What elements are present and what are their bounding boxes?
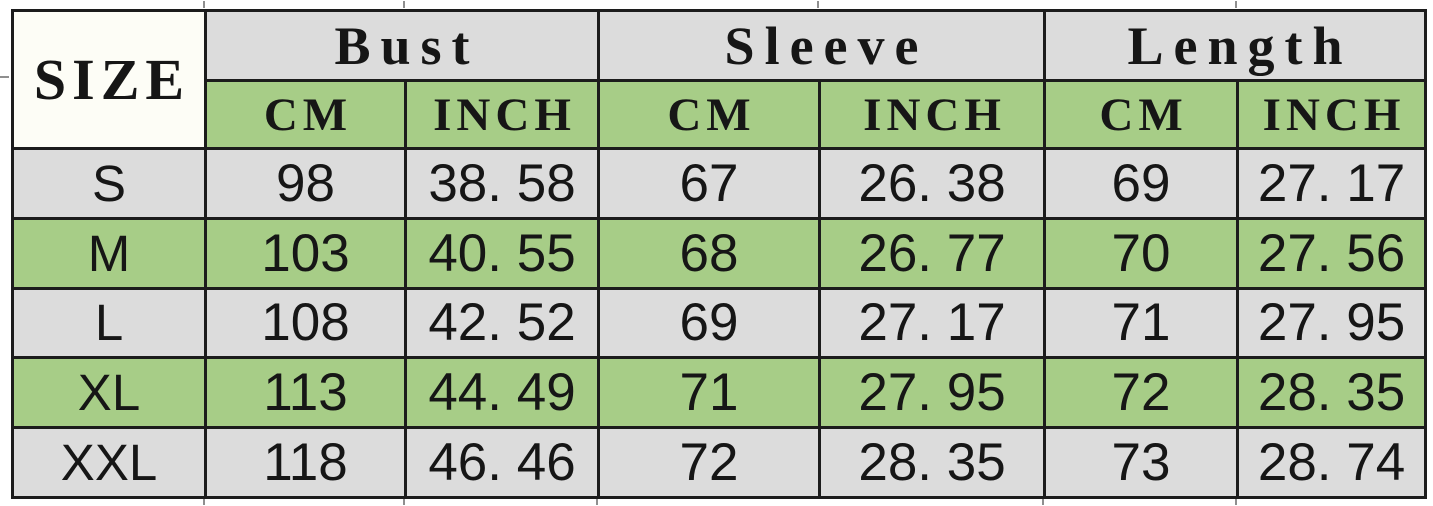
table-row: M 103 40. 55 68 26. 77 70 27. 56 [11,216,1428,290]
value-cell: 68 [597,216,822,290]
value-cell: 42. 52 [403,286,601,360]
size-cell: L [11,286,207,360]
group-header-row: SIZE Bust Sleeve Length [11,9,1428,150]
gridline-remnant [403,1,405,8]
value-cell: 46. 46 [403,426,601,499]
size-cell: M [11,216,207,290]
value-cell: 103 [204,216,407,290]
value-cell: 108 [204,286,407,360]
gridline-remnant [817,1,819,8]
table-row: S 98 38. 58 67 26. 38 69 27. 17 [11,147,1428,220]
size-table: SIZE Bust Sleeve Length CM INCH CM INCH … [11,9,1428,499]
value-cell: 26. 77 [818,216,1047,290]
value-cell: 28. 74 [1236,426,1428,499]
size-header-cell: SIZE [11,9,207,150]
gridline-remnant [203,498,205,505]
gridline-remnant [1235,1,1237,8]
value-cell: 38. 58 [403,147,601,220]
table-row: L 108 42. 52 69 27. 17 71 27. 95 [11,286,1428,360]
unit-header-row: CM INCH CM INCH CM INCH [13,79,1428,150]
value-cell: 73 [1043,426,1240,499]
gridline-remnant [1042,498,1044,505]
value-cell: 67 [597,147,822,220]
value-cell: 44. 49 [403,356,601,430]
gridline-remnant [403,498,405,505]
table-row: XL 113 44. 49 71 27. 95 72 28. 35 [11,356,1428,430]
size-cell: XXL [11,426,207,499]
gridline-remnant [0,76,9,78]
value-cell: 26. 38 [818,147,1047,220]
value-cell: 27. 56 [1236,216,1428,290]
group-header-length: Length [1043,9,1428,82]
value-cell: 27. 17 [818,286,1047,360]
unit-header-bust-cm: CM [204,79,407,150]
value-cell: 69 [597,286,822,360]
value-cell: 70 [1043,216,1240,290]
value-cell: 118 [204,426,407,499]
unit-header-length-inch: INCH [1236,79,1428,150]
size-cell: S [11,147,207,220]
value-cell: 27. 95 [1236,286,1428,360]
gridline-remnant [596,498,598,505]
value-cell: 28. 35 [818,426,1047,499]
value-cell: 27. 95 [818,356,1047,430]
value-cell: 40. 55 [403,216,601,290]
value-cell: 72 [597,426,822,499]
value-cell: 28. 35 [1236,356,1428,430]
gridline-remnant [1235,498,1237,505]
unit-header-length-cm: CM [1043,79,1240,150]
group-header-sleeve: Sleeve [597,9,1047,82]
unit-header-bust-inch: INCH [403,79,601,150]
value-cell: 113 [204,356,407,430]
table-row: XXL 118 46. 46 72 28. 35 73 28. 74 [11,426,1428,499]
gridline-remnant [203,1,205,8]
value-cell: 69 [1043,147,1240,220]
size-table-body: S 98 38. 58 67 26. 38 69 27. 17 M 103 40. 55 68… [11,147,1428,499]
value-cell: 72 [1043,356,1240,430]
value-cell: 71 [597,356,822,430]
value-cell: 71 [1043,286,1240,360]
value-cell: 27. 17 [1236,147,1428,220]
size-cell: XL [11,356,207,430]
unit-header-sleeve-cm: CM [597,79,822,150]
value-cell: 98 [204,147,407,220]
group-header-bust: Bust [203,9,601,82]
unit-header-sleeve-inch: INCH [818,79,1047,150]
